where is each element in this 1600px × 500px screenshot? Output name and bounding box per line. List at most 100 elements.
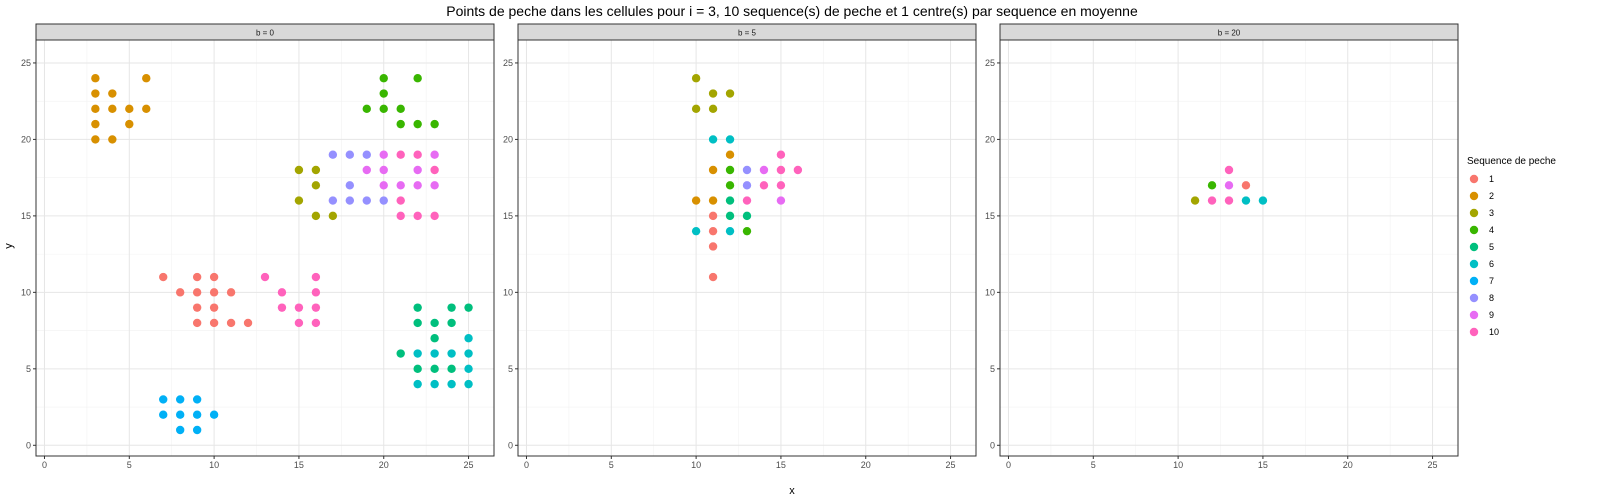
x-tick-label: 0 [42, 460, 47, 470]
data-point-seq-1 [209, 272, 219, 282]
data-point-seq-2 [91, 104, 100, 114]
data-point-seq-8 [328, 150, 338, 159]
data-point-seq-3 [708, 104, 718, 114]
legend-key-seq-5 [1469, 242, 1479, 252]
data-point-seq-6 [447, 379, 456, 389]
data-point-seq-7 [209, 410, 219, 419]
y-tick-label: 20 [985, 134, 995, 144]
data-point-seq-3 [691, 74, 701, 83]
data-point-seq-8 [742, 181, 752, 190]
data-point-seq-2 [108, 104, 117, 114]
data-point-seq-4 [379, 104, 388, 114]
y-tick-label: 20 [21, 134, 31, 144]
data-point-seq-6 [447, 349, 456, 358]
data-point-seq-1 [243, 318, 253, 328]
data-point-seq-5 [447, 303, 456, 312]
data-point-seq-1 [209, 318, 219, 328]
data-point-seq-10 [759, 181, 769, 190]
data-point-seq-3 [294, 196, 304, 205]
legend-key-seq-7 [1469, 276, 1479, 286]
data-point-seq-3 [294, 165, 304, 175]
facet-panel: b = 20 0 5 10 15 20 25 0 5 10 15 20 25 [985, 23, 1459, 470]
y-tick-label: 5 [26, 364, 31, 374]
data-point-seq-1 [192, 318, 202, 328]
data-point-seq-10 [1224, 196, 1234, 205]
x-tick-label: 10 [1173, 460, 1183, 470]
data-point-seq-5 [725, 196, 735, 205]
data-point-seq-3 [708, 89, 718, 98]
data-point-seq-6 [464, 364, 473, 374]
data-point-seq-10 [311, 303, 321, 312]
facet-panel: b = 5 0 5 10 15 20 25 0 5 10 15 20 25 [503, 23, 977, 470]
data-point-seq-5 [430, 364, 439, 374]
data-point-seq-5 [447, 318, 456, 328]
data-point-seq-6 [691, 226, 701, 236]
data-point-seq-3 [311, 165, 321, 175]
data-point-seq-6 [1258, 196, 1268, 205]
data-point-seq-8 [362, 196, 371, 205]
panel-border [999, 39, 1459, 457]
data-point-seq-2 [91, 135, 100, 144]
data-point-seq-9 [759, 165, 769, 175]
data-point-seq-2 [708, 196, 718, 205]
data-point-seq-4 [362, 104, 371, 114]
data-point-seq-1 [175, 288, 185, 297]
data-point-seq-9 [776, 196, 786, 205]
data-point-seq-9 [430, 181, 439, 190]
data-point-seq-10 [1224, 165, 1234, 175]
data-point-seq-6 [413, 349, 422, 358]
legend-key-seq-8 [1469, 293, 1479, 303]
x-axis-title: x [789, 485, 795, 497]
legend-label-seq-3: 3 [1489, 208, 1494, 218]
data-point-seq-9 [1224, 181, 1234, 190]
data-point-seq-2 [108, 89, 117, 98]
data-point-seq-1 [159, 272, 168, 282]
facet-strip-label: b = 20 [1218, 29, 1241, 38]
x-tick-label: 0 [1006, 460, 1011, 470]
data-point-seq-8 [345, 150, 355, 159]
x-tick-label: 5 [127, 460, 132, 470]
legend-label-seq-10: 10 [1489, 327, 1499, 337]
data-point-seq-2 [108, 135, 117, 144]
facet-strip-label: b = 0 [256, 29, 275, 38]
data-point-seq-2 [142, 74, 151, 83]
data-point-seq-1 [226, 318, 236, 328]
legend-label-seq-7: 7 [1489, 276, 1494, 286]
data-point-seq-1 [708, 211, 718, 221]
y-tick-label: 25 [985, 58, 995, 68]
data-point-seq-10 [776, 165, 786, 175]
data-point-seq-9 [430, 150, 439, 159]
data-point-seq-6 [708, 135, 718, 144]
data-point-seq-4 [379, 74, 388, 83]
facet-strip-label: b = 5 [738, 29, 757, 38]
data-point-seq-7 [192, 410, 202, 419]
data-point-seq-1 [192, 303, 202, 312]
plot-area [518, 40, 976, 456]
data-point-seq-9 [379, 165, 388, 175]
y-tick-label: 0 [26, 440, 31, 450]
y-tick-label: 5 [508, 364, 513, 374]
legend-key-seq-2 [1469, 191, 1479, 201]
data-point-seq-1 [708, 242, 718, 251]
y-tick-label: 25 [21, 58, 31, 68]
data-point-seq-8 [328, 196, 338, 205]
data-point-seq-5 [413, 303, 422, 312]
data-point-seq-6 [413, 379, 422, 389]
data-point-seq-7 [175, 410, 185, 419]
data-point-seq-5 [413, 318, 422, 328]
data-point-seq-10 [793, 165, 803, 175]
data-point-seq-6 [464, 379, 473, 389]
chart-title: Points de peche dans les cellules pour i… [446, 3, 1138, 19]
legend-label-seq-2: 2 [1489, 191, 1494, 201]
data-point-seq-3 [328, 211, 338, 221]
data-point-seq-2 [91, 119, 100, 129]
data-point-seq-5 [413, 364, 422, 374]
data-point-seq-5 [447, 364, 456, 374]
legend-key-seq-10 [1469, 327, 1479, 337]
y-tick-label: 0 [990, 440, 995, 450]
data-point-seq-10 [277, 288, 287, 297]
legend-key-seq-4 [1469, 225, 1479, 235]
data-point-seq-7 [192, 425, 202, 435]
data-point-seq-10 [776, 181, 786, 190]
data-point-seq-10 [277, 303, 287, 312]
